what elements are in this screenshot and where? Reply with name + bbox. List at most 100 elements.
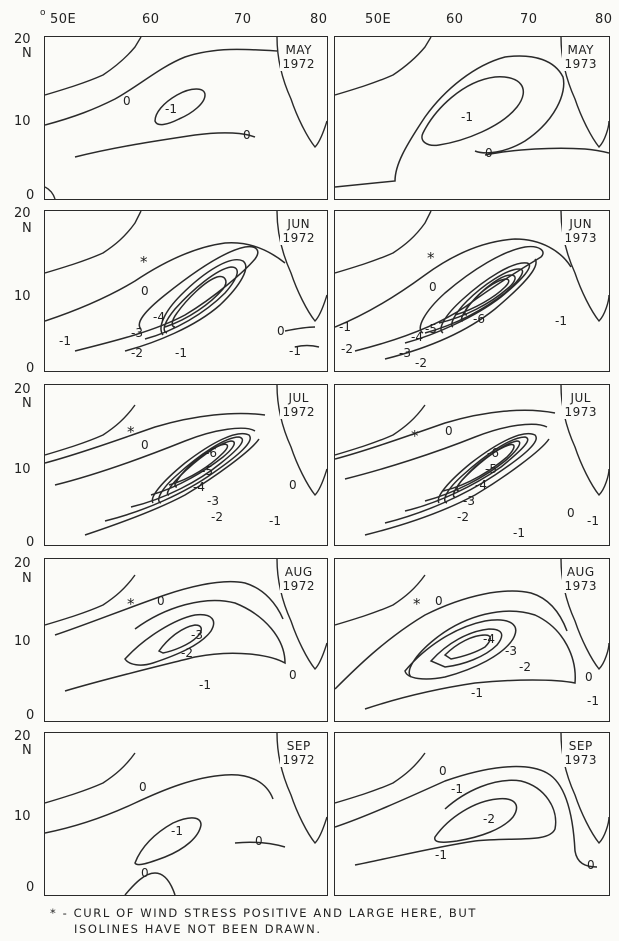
footnote-line-2: ISOLINES HAVE NOT BEEN DRAWN.: [74, 922, 322, 936]
india-coastline: [276, 559, 327, 671]
isoline-0: [45, 412, 266, 464]
isoline-0: [335, 238, 572, 328]
lat-label-20: 20: [14, 206, 31, 221]
isoline-minus-1: [354, 245, 544, 352]
isoline-0-lower: [124, 872, 176, 895]
panel-may-1972: MAY 1972 0 -1 0: [44, 36, 328, 200]
lat-label-n: N: [22, 743, 32, 758]
isoline-0: [335, 409, 556, 460]
lat-label-0: 0: [26, 708, 35, 723]
panel-title: AUG 1972: [280, 565, 317, 593]
lat-label-20: 20: [14, 32, 31, 47]
top-axis-label-80-right: 80: [595, 12, 613, 27]
isoline-0-coast: [234, 841, 286, 848]
panel-sep-1972: SEP 1972 0 -1 0 0: [44, 732, 328, 896]
lat-label-n: N: [22, 46, 32, 61]
isoline-0-right: [484, 147, 609, 156]
panel-title: SEP 1972: [280, 739, 317, 767]
africa-coastline: [45, 186, 56, 199]
isoline-minus-4: [424, 268, 524, 334]
degree-mark: o: [40, 8, 47, 18]
isoline-minus-4: [443, 634, 491, 660]
isoline-minus-1: [64, 599, 286, 692]
isoline-0: [54, 581, 284, 636]
india-coastline: [276, 385, 327, 497]
top-axis-label-70-left: 70: [234, 12, 252, 27]
isoline-minus-1: [54, 427, 256, 486]
lat-label-0: 0: [26, 188, 35, 203]
isoline-minus-4: [404, 436, 529, 512]
panel-title: MAY 1973: [562, 43, 599, 71]
arabia-coastline: [335, 574, 426, 626]
lat-label-10: 10: [14, 634, 31, 649]
panel-jul-1973: JUL 1973 * 0 -6 -5 -4 -3 -2 -1 0 -1: [334, 384, 610, 546]
lat-label-20: 20: [14, 556, 31, 571]
panel-sep-1973: SEP 1973 0 -1 -2 -1 0: [334, 732, 610, 896]
lat-label-10: 10: [14, 289, 31, 304]
panel-title: JUN 1973: [562, 217, 599, 245]
isoline-minus-2: [84, 438, 260, 536]
panel-title: JUN 1972: [280, 217, 317, 245]
isoline-minus-1: [364, 610, 576, 710]
panel-title: MAY 1972: [280, 43, 317, 71]
arabia-coastline: [45, 211, 142, 274]
isoline-minus-2: [124, 259, 247, 352]
top-axis-label-70-right: 70: [520, 12, 538, 27]
isoline-minus-1-outer: [74, 245, 259, 352]
isoline-minus-4: [130, 436, 244, 508]
isoline-minus-1: [154, 88, 206, 126]
panel-title: SEP 1973: [562, 739, 599, 767]
isoline-minus-3: [104, 432, 251, 522]
lat-label-10: 10: [14, 114, 31, 129]
isoline-minus-6: [168, 443, 229, 488]
lat-label-0: 0: [26, 535, 35, 550]
isoline-0: [45, 242, 286, 322]
isoline-minus-3: [384, 432, 537, 524]
lat-label-20: 20: [14, 729, 31, 744]
panel-may-1973: MAY 1973 -1 0: [334, 36, 610, 200]
arabia-coastline: [335, 404, 426, 456]
panel-aug-1972: AUG 1972 * 0 -3 -2 -1 0: [44, 558, 328, 722]
isoline-minus-6: [454, 278, 510, 316]
lat-label-n: N: [22, 571, 32, 586]
panel-jun-1973: JUN 1973 * 0 -6 -5 -4 -3 -2 -1 -2 -1: [334, 210, 610, 372]
top-axis-label-80-left: 80: [310, 12, 328, 27]
panel-jul-1972: JUL 1972 * 0 -6 -5 -4 -3 -2 0 -1: [44, 384, 328, 546]
isoline-0: [335, 55, 565, 188]
arabia-coastline: [335, 752, 426, 804]
isoline-minus-1: [344, 423, 548, 480]
isoline-0: [45, 774, 274, 834]
isoline-minus-2: [384, 258, 537, 360]
isoline-0: [45, 48, 278, 126]
isoline-minus-1: [421, 76, 525, 147]
isoline-minus-2: [364, 438, 550, 536]
isoline-minus-6: [442, 443, 515, 492]
lat-label-0: 0: [26, 361, 35, 376]
top-axis-label-50e-left: 50E: [50, 12, 77, 27]
top-axis-label-50e-right: 50E: [365, 12, 392, 27]
isoline-coast-0: [284, 326, 316, 332]
arabia-coastline: [335, 211, 432, 274]
isoline-minus-2: [124, 613, 215, 666]
panel-jun-1972: JUN 1972 * 0 -4 -3 -2 -1 -1 0 -1: [44, 210, 328, 372]
lat-label-10: 10: [14, 809, 31, 824]
isoline-minus-2: [434, 797, 518, 843]
isoline-0: [335, 765, 598, 868]
footnote-line-1: * - CURL OF WIND STRESS POSITIVE AND LAR…: [50, 906, 477, 920]
arabia-coastline: [45, 404, 136, 456]
arabia-coastline: [335, 37, 432, 96]
isoline-minus-3: [157, 624, 202, 654]
isoline-minus-4: [164, 275, 227, 328]
panel-title: JUL 1973: [562, 391, 599, 419]
lat-label-n: N: [22, 221, 32, 236]
isoline-minus-3: [429, 628, 503, 668]
isoline-minus-3: [144, 266, 238, 340]
isoline-minus-2: [404, 619, 517, 680]
lat-label-20: 20: [14, 382, 31, 397]
panel-title: AUG 1973: [562, 565, 599, 593]
lat-label-0: 0: [26, 880, 35, 895]
arabia-coastline: [45, 574, 136, 626]
isoline-coast-minus-1: [294, 344, 320, 348]
lat-label-10: 10: [14, 462, 31, 477]
